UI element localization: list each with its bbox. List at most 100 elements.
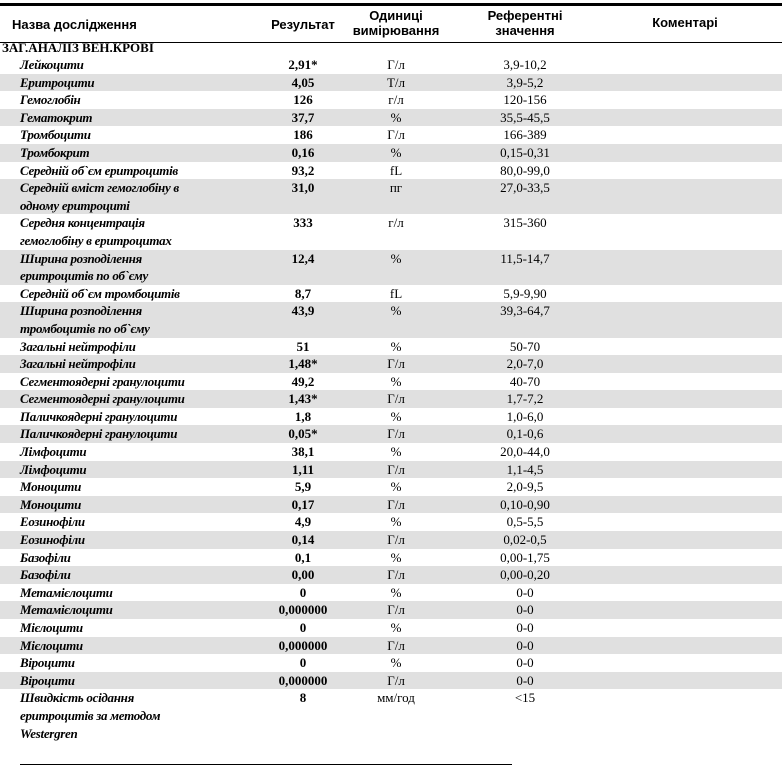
result-value: 0,05*	[288, 426, 318, 442]
table-row: Лімфоцити 38,1% 20,0-44,0	[0, 443, 782, 461]
table-row: Гемоглобін 126 г/л 120-156	[0, 91, 782, 109]
table-row: Метамієлоцити 0% 0-0	[0, 584, 782, 602]
result-value: 0	[299, 584, 307, 600]
unit-value: Г/л	[387, 461, 405, 477]
unit-value: Г/л	[387, 567, 405, 583]
table-row: Швидкість осідання еритроцитів за методо…	[0, 689, 782, 742]
reference-range: 0-0	[516, 672, 534, 688]
result-value: 333	[293, 215, 313, 231]
table-header: Назва дослідження Результат Одиниці вимі…	[0, 3, 782, 43]
reference-range: 0-0	[516, 584, 534, 600]
header-reference: Референтні значення	[487, 8, 563, 38]
unit-value: г/л	[388, 92, 404, 108]
test-name: Середній об`єм еритроцитів	[20, 162, 178, 178]
header-comments: Коментарі	[652, 15, 718, 30]
table-row: Мієлоцити 0,000000 Г/л 0-0	[0, 636, 782, 655]
table-row: Тромбоцити 186 Г/л 166-389	[0, 126, 782, 144]
test-name: Базофіли	[20, 567, 71, 583]
unit-value: Г/л	[387, 57, 405, 72]
test-name: Середня концентрація гемоглобіну в еритр…	[20, 215, 172, 248]
table-row: Віроцити 0,000000 Г/л 0-0	[0, 671, 782, 690]
table-row: Моноцити 0,17 Г/л 0,10-0,90	[0, 495, 782, 514]
table-row: Еозинофіли 0,14 Г/л 0,02-0,5	[0, 531, 782, 549]
test-name: Моноцити	[20, 479, 81, 495]
test-name: Ширина розподілення еритроцитів по об`єм…	[20, 250, 148, 284]
reference-range: 3,9-5,2	[506, 74, 544, 90]
unit-value: fL	[389, 162, 403, 178]
unit-value: Г/л	[387, 391, 405, 407]
reference-range: 2,0-7,0	[506, 356, 544, 372]
result-value: 4,05	[291, 74, 315, 90]
table-row: Середня концентрація гемоглобіну в еритр…	[0, 214, 782, 249]
result-value: 0,1	[294, 549, 312, 565]
test-name: Загальні нейтрофіли	[20, 356, 136, 372]
unit-value: %	[390, 549, 402, 565]
result-value: 0,16	[291, 144, 315, 160]
result-value: 0,000000	[278, 637, 328, 653]
result-value: 1,8	[294, 408, 312, 424]
table-row: Лейкоцити 2,91* Г/л 3,9-10,2	[0, 56, 782, 74]
reference-range: 0,10-0,90	[500, 496, 550, 512]
reference-range: 0,5-5,5	[506, 514, 544, 530]
test-name: Тромбоцити	[20, 127, 91, 143]
table-row: Середній вміст гемоглобіну в одному ерит…	[0, 179, 782, 215]
test-name: Віроцити	[20, 672, 75, 688]
result-value: 12,4	[291, 250, 315, 266]
table-row: Моноцити 5,9% 2,0-9,5	[0, 478, 782, 496]
test-name: Метамієлоцити	[20, 602, 113, 618]
result-value: 1,48*	[288, 356, 318, 372]
test-name: Сегментоядерні гранулоцити	[20, 391, 185, 407]
unit-value: %	[390, 514, 402, 530]
reference-range: 166-389	[503, 127, 547, 143]
test-name: Гематокрит	[20, 109, 93, 125]
unit-value: Г/л	[387, 127, 405, 143]
result-value: 0,000000	[278, 672, 328, 688]
result-value: 8	[299, 690, 307, 706]
result-value: 0,00	[291, 567, 315, 583]
reference-range: 27,0-33,5	[500, 180, 550, 196]
section-title: ЗАГ.АНАЛІЗ ВЕН.КРОВІ	[2, 40, 154, 55]
unit-value: %	[390, 338, 402, 354]
test-name: Сегментоядерні гранулоцити	[20, 373, 185, 389]
reference-range: 1,7-7,2	[506, 391, 544, 407]
result-value: 0,000000	[278, 602, 328, 618]
test-name: Загальні нейтрофіли	[20, 338, 136, 354]
header-units: Одиниці вимірювання	[352, 8, 440, 38]
reference-range: 0-0	[516, 637, 534, 653]
result-value: 38,1	[291, 444, 315, 460]
unit-value: Г/л	[387, 532, 405, 548]
test-name: Метамієлоцити	[20, 584, 113, 600]
reference-range: 50-70	[509, 338, 541, 354]
test-name: Середній об`єм тромбоцитів	[20, 285, 180, 301]
result-value: 186	[293, 127, 313, 143]
reference-range: 0,00-0,20	[500, 567, 550, 583]
table-row: Еозинофіли 4,9% 0,5-5,5	[0, 513, 782, 531]
reference-range: 3,9-10,2	[503, 57, 547, 72]
unit-value: %	[390, 408, 402, 424]
test-name: Паличкоядерні гранулоцити	[20, 426, 178, 442]
reference-range: 0-0	[516, 602, 534, 618]
table-row: Ширина розподілення тромбоцитів по об`єм…	[0, 302, 782, 338]
result-value: 37,7	[291, 109, 315, 125]
table-row: Базофіли 0,1% 0,00-1,75	[0, 549, 782, 567]
reference-range: <15	[514, 690, 536, 706]
result-value: 51	[296, 338, 310, 354]
table-row: Середній об`єм тромбоцитів 8,7 fL 5,9-9,90	[0, 285, 782, 303]
unit-value: %	[390, 444, 402, 460]
unit-value: %	[390, 479, 402, 495]
test-name: Тромбокрит	[20, 144, 90, 160]
result-value: 1,11	[291, 461, 315, 477]
table-row: Сегментоядерні гранулоцити 49,2% 40-70	[0, 373, 782, 391]
unit-value: Г/л	[387, 356, 405, 372]
table-row: Середній об`єм еритроцитів 93,2 fL 80,0-99,…	[0, 162, 782, 180]
result-value: 0	[299, 655, 307, 671]
reference-range: 1,1-4,5	[506, 461, 544, 477]
table-row: Паличкоядерні гранулоцити 0,05* Г/л 0,1-0,6	[0, 425, 782, 444]
table-row: Загальні нейтрофіли 1,48* Г/л 2,0-7,0	[0, 355, 782, 373]
unit-value: Г/л	[387, 496, 405, 512]
table-row: Еритроцити 4,05 Т/л 3,9-5,2	[0, 73, 782, 92]
footer-divider	[20, 764, 512, 765]
test-name: Мієлоцити	[20, 620, 83, 635]
table-row: Ширина розподілення еритроцитів по об`єм…	[0, 249, 782, 285]
result-value: 1,43*	[288, 391, 318, 407]
